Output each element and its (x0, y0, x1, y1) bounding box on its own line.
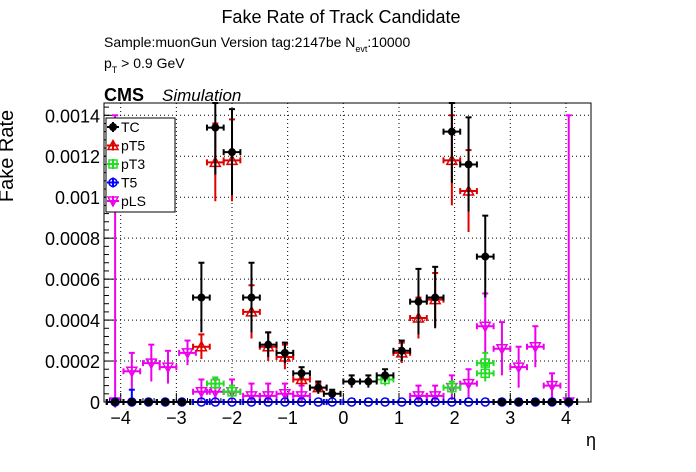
axis-ticks: −4 −3 −2 −1 0 1 2 3 4 0 0.0002 0.0004 0.0006 0.0008 0.… (45, 106, 589, 428)
data-point (278, 389, 292, 401)
data-point (261, 391, 275, 403)
data-point (197, 293, 206, 302)
x-tick-label: 1 (394, 408, 404, 428)
y-tick-label: 0 (90, 393, 100, 413)
data-point (397, 346, 406, 355)
legend-label: pT5 (121, 138, 145, 154)
data-point (381, 371, 390, 380)
y-tick-label: 0.0006 (45, 270, 100, 290)
data-point (464, 160, 473, 169)
data-point (297, 369, 306, 378)
data-point (264, 340, 273, 349)
data-point (431, 293, 440, 302)
y-tick-label: 0.0012 (45, 147, 100, 167)
legend-marker (108, 177, 118, 188)
data-point (195, 387, 208, 399)
legend-label: pT3 (121, 156, 145, 172)
data-point (447, 382, 457, 393)
x-tick-label: −3 (166, 408, 187, 428)
y-tick-label: 0.001 (55, 188, 100, 208)
legend-item-pt5: pT5 (106, 138, 145, 154)
data-point (529, 341, 542, 354)
legend-label: TC (121, 119, 140, 135)
y-axis-label: Fake Rate (0, 110, 18, 202)
legend-marker (106, 138, 120, 151)
data-point (161, 362, 175, 374)
data-point (495, 344, 509, 356)
y-tick-label: 0.0002 (45, 352, 100, 372)
simulation-label: Simulation (162, 86, 241, 105)
data-point (181, 348, 194, 360)
data-point (414, 297, 423, 306)
data-point (211, 123, 220, 132)
pt-cut-label: pT > 0.9 GeV (104, 55, 185, 75)
data-point (480, 368, 491, 379)
legend-item-pt3: pT3 (107, 156, 145, 172)
x-tick-label: −1 (277, 408, 298, 428)
series-pt5 (192, 114, 478, 393)
chart-title: Fake Rate of Track Candidate (221, 7, 460, 27)
legend-label: T5 (121, 175, 138, 191)
data-point (481, 252, 490, 261)
data-point (145, 358, 158, 370)
y-tick-label: 0.0014 (45, 106, 100, 126)
data-point (347, 377, 356, 386)
sample-info: Sample:muonGun Version tag:2147be Nevt:1… (104, 34, 410, 54)
y-tick-label: 0.0004 (45, 311, 100, 331)
x-axis-label: η (586, 430, 596, 450)
data-series (105, 102, 579, 409)
data-point (364, 377, 373, 386)
legend-item-t5: T5 (107, 175, 138, 191)
data-point (228, 148, 237, 157)
plot-frame (103, 102, 592, 403)
x-tick-label: 0 (338, 408, 348, 428)
legend-marker (106, 196, 120, 208)
data-point (210, 378, 221, 389)
data-point (295, 391, 308, 403)
cms-label: CMS (104, 85, 144, 105)
data-point (545, 380, 559, 393)
data-point (478, 321, 492, 333)
legend: TC pT5 pT3 T5 pLS (105, 117, 176, 213)
data-point (462, 378, 475, 391)
legend-marker (108, 159, 118, 169)
data-point (280, 348, 289, 357)
data-point (512, 362, 525, 374)
x-tick-label: −4 (110, 408, 131, 428)
x-tick-label: −2 (222, 408, 243, 428)
y-tick-label: 0.0008 (45, 229, 100, 249)
data-point (245, 391, 258, 403)
data-point (314, 383, 323, 392)
legend-label: pLS (121, 193, 146, 209)
x-tick-label: 2 (450, 408, 460, 428)
x-tick-label: 3 (505, 408, 515, 428)
data-point (195, 340, 208, 352)
x-tick-label: 4 (561, 408, 571, 428)
data-point (247, 293, 256, 302)
data-point (428, 391, 442, 403)
series-t5 (105, 388, 579, 407)
legend-item-tc: TC (107, 119, 140, 135)
data-point (295, 372, 308, 385)
data-point (125, 366, 139, 378)
data-point (412, 391, 425, 403)
series-pls (105, 114, 579, 409)
legend-item-pls: pLS (106, 193, 146, 209)
legend-marker (109, 123, 117, 131)
data-point (447, 127, 456, 136)
data-point (227, 387, 237, 397)
data-point (328, 389, 337, 398)
series-tc (105, 102, 579, 406)
